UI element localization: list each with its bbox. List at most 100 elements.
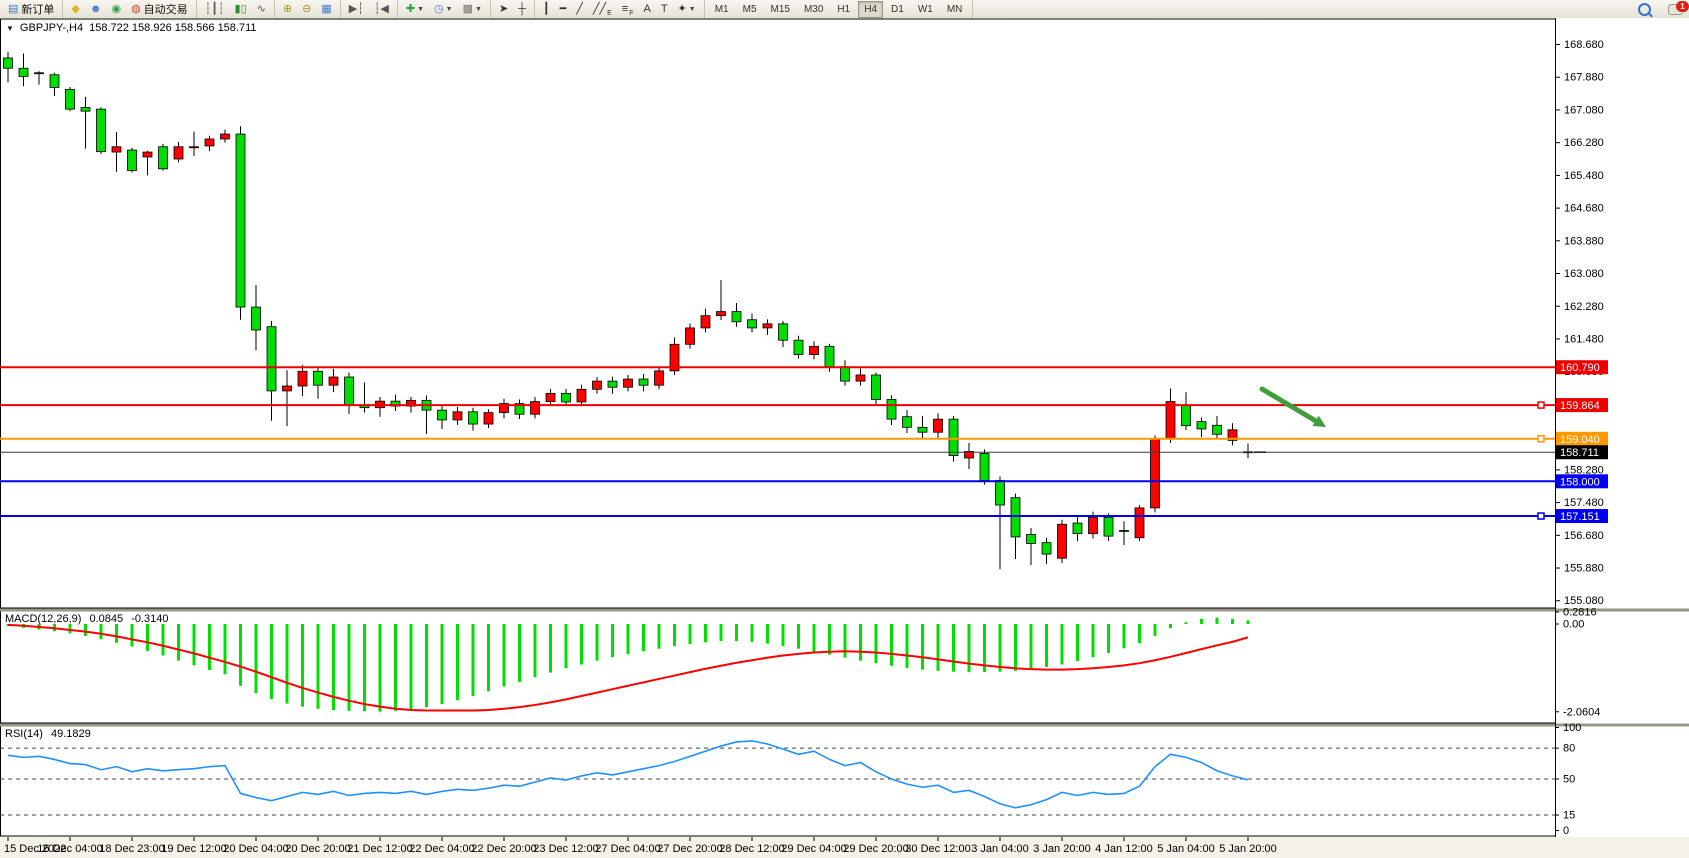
templates-dropdown-icon[interactable]: ▼ (475, 5, 482, 13)
time-axis-label: 3 Jan 04:00 (971, 843, 1029, 855)
toolbar-group: ▤ 新订单 (0, 0, 64, 18)
price-axis-label: 166.280 (1564, 137, 1604, 149)
timeframe-w1-button[interactable]: W1 (917, 3, 933, 15)
macd-signal-line (7, 623, 1249, 712)
timeframe-h1-button[interactable]: H1 (837, 3, 851, 15)
periods-icon: ◷ (434, 3, 444, 15)
arrows-button[interactable]: ✦ ▼ (674, 0, 700, 18)
candle (18, 53, 29, 87)
price-badge (1556, 431, 1608, 446)
toolbar-group: ┃ ━ ╱ ╱╱ E ≡ F A T ✦ ▼ (535, 0, 705, 18)
timeframe-m15-button[interactable]: M15 (770, 3, 790, 15)
candle (1212, 415, 1222, 439)
signals-button[interactable]: ◉ (107, 0, 125, 18)
timeframe-mn-button[interactable]: MN (946, 3, 963, 15)
rsi-line (7, 740, 1249, 809)
zoom-out-button[interactable]: ⊖ (298, 0, 315, 18)
chart-title: ▼ GBPJPY-,H4 158.722 158.926 158.566 158… (6, 22, 257, 34)
price-badge-label: 158.711 (1560, 447, 1599, 459)
time-axis-label: 27 Dec 20:00 (657, 843, 722, 855)
candle (251, 284, 261, 351)
price-axis-label: 167.880 (1564, 72, 1604, 84)
price-line-handle[interactable] (1537, 435, 1545, 443)
periods-button[interactable]: ◷ ▼ (430, 0, 457, 18)
symbol-dropdown-icon[interactable]: ▼ (6, 23, 14, 33)
rsi-axis-label: 80 (1563, 743, 1575, 755)
toolbar-group: ➤ ┼ (491, 0, 535, 18)
time-axis-label: 22 Dec 04:00 (409, 843, 474, 855)
chart-candles-icon: ▮▯ (234, 3, 247, 15)
text-button[interactable]: A (639, 0, 654, 18)
price-axis-label: 163.080 (1564, 268, 1604, 280)
market-watch-button[interactable]: ☻ (86, 0, 106, 18)
candle (638, 374, 649, 392)
equidistant-channel-icon: ╱╱ (592, 3, 607, 15)
chart-bars-button[interactable]: ┆┃┆ (201, 0, 229, 18)
timeframe-m30-button[interactable]: M30 (803, 3, 824, 15)
indicators-icon: ✚ (405, 3, 416, 15)
auto-scroll-button[interactable]: ▶┆ (345, 0, 368, 18)
trend-arrow-annotation[interactable] (1259, 386, 1319, 424)
periods-dropdown-icon[interactable]: ▼ (445, 5, 453, 13)
toolbar-group: ✚ ▼ ◷ ▼ ▩ ▼ (398, 0, 491, 18)
timeframe-h4-button[interactable]: H4 (858, 0, 884, 18)
chart-shift-button[interactable]: ┆◀ (370, 0, 393, 18)
candle (173, 141, 184, 163)
time-axis-label: 16 Dec 04:00 (37, 843, 102, 855)
fibonacci-button[interactable]: ≡ F (618, 0, 638, 18)
notifications-button[interactable]: 1 (1668, 0, 1689, 15)
chart-candles-button[interactable]: ▮▯ (231, 0, 251, 18)
chart-line-icon: ∿ (256, 3, 266, 15)
candle (855, 368, 866, 386)
chart-canvas: 168.680 167.880 167.080 166.280 165.480 164.6… (0, 18, 1689, 858)
price-badge-label: 158.000 (1560, 476, 1600, 488)
rsi-value: 49.1829 (50, 728, 91, 740)
price-badge (1556, 509, 1608, 524)
metaeditor-button[interactable]: ◆ (67, 0, 83, 18)
arrows-dropdown-icon[interactable]: ▼ (688, 5, 696, 13)
price-line-handle[interactable] (1537, 401, 1545, 409)
price-badge-label: 159.864 (1560, 400, 1600, 412)
signals-icon: ◉ (111, 3, 122, 15)
candle (700, 308, 711, 333)
time-axis-label: 23 Dec 12:00 (533, 843, 598, 855)
candle (1010, 493, 1021, 560)
templates-button[interactable]: ▩ ▼ (459, 0, 486, 18)
time-axis-label: 3 Jan 20:00 (1033, 843, 1091, 855)
candle (1057, 519, 1067, 564)
trend-arrow-head[interactable] (1312, 415, 1326, 427)
text-label-button[interactable]: T (657, 0, 672, 18)
candle (142, 150, 153, 176)
zoom-in-button[interactable]: ⊕ (279, 0, 296, 18)
equidistant-channel-button[interactable]: ╱╱ E (589, 0, 616, 18)
candle (189, 131, 199, 157)
time-axis-label: 15 Dec 2022 (4, 843, 66, 855)
candle (297, 364, 308, 397)
candle (778, 320, 788, 348)
symbol-period-label: GBPJPY-,H4 (19, 22, 84, 34)
indicators-button[interactable]: ✚ ▼ (402, 0, 428, 18)
search-button[interactable] (1634, 0, 1655, 18)
horizontal-line-button[interactable]: ━ (556, 0, 571, 18)
candle (964, 442, 974, 470)
trendline-icon: ╱ (576, 3, 583, 15)
new-order-button[interactable]: ▤ 新订单 (4, 0, 58, 18)
candle (437, 405, 447, 429)
price-badge-label: 159.040 (1560, 434, 1600, 446)
vertical-line-button[interactable]: ┃ (539, 0, 554, 18)
timeframe-m5-button[interactable]: M5 (742, 3, 757, 15)
timeframe-d1-button[interactable]: D1 (891, 3, 904, 15)
indicators-dropdown-icon[interactable]: ▼ (417, 5, 425, 13)
chart-line-button[interactable]: ∿ (253, 0, 270, 18)
timeframe-m1-button[interactable]: M1 (714, 3, 729, 15)
price-axis-label: 156.680 (1564, 530, 1604, 542)
crosshair-button[interactable]: ┼ (514, 0, 530, 18)
autotrading-button[interactable]: ◍ 自动交易 (127, 0, 192, 18)
trendline-button[interactable]: ╱ (572, 0, 587, 18)
price-axis-label: 167.080 (1564, 104, 1604, 116)
tile-windows-button[interactable]: ▦ (317, 0, 335, 18)
candle (1072, 515, 1083, 542)
cursor-button[interactable]: ➤ (495, 0, 512, 18)
candle (220, 129, 230, 143)
price-line-handle[interactable] (1537, 512, 1545, 520)
